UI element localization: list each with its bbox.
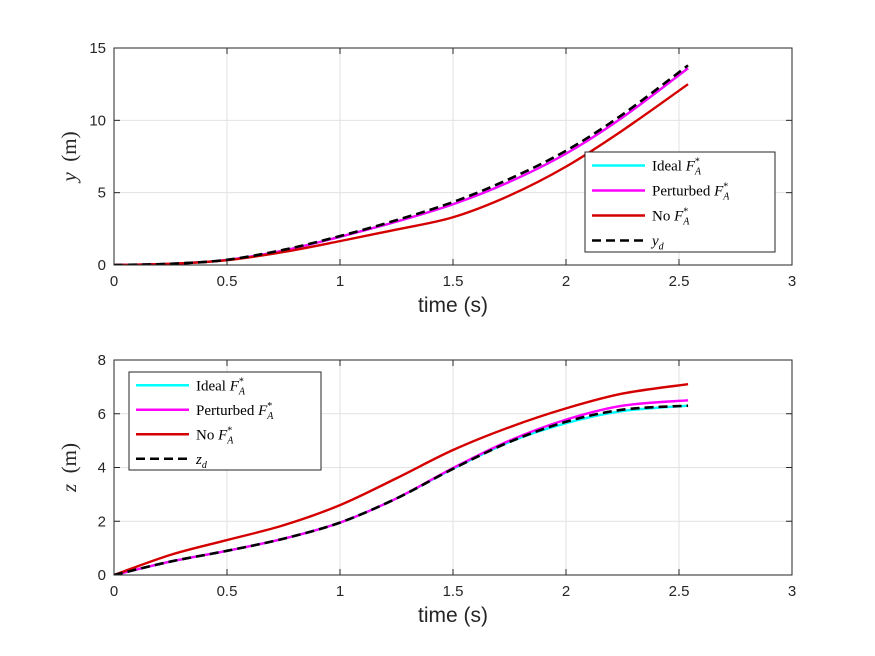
y-tick-label: 2 bbox=[98, 513, 106, 530]
x-tick-label: 1 bbox=[336, 583, 344, 600]
legend-label: No F* A bbox=[652, 207, 690, 228]
y-tick-label: 0 bbox=[98, 567, 106, 584]
x-axis-label: time (s) bbox=[418, 604, 488, 627]
x-tick-label: 2.5 bbox=[669, 273, 690, 290]
x-tick-label: 0 bbox=[110, 583, 118, 600]
series-line-yd bbox=[114, 64, 689, 265]
chart-bottom-z: 0 0.5 1 1.5 2 2.5 3 0 2 4 6 8 time (s) z (m) Ideal F* A… bbox=[57, 352, 796, 627]
y-tick-label: 10 bbox=[89, 112, 106, 129]
y-axis-label: z (m) bbox=[57, 443, 81, 493]
series-line-zd bbox=[114, 404, 689, 575]
legend-box bbox=[584, 151, 776, 253]
y-tick-label: 4 bbox=[98, 460, 106, 477]
chart-top-y: 0 0.5 1 1.5 2 2.5 3 0 5 10 15 time (s) y (m) Ideal F*… bbox=[57, 40, 796, 317]
x-tick-label: 1 bbox=[336, 273, 344, 290]
legend-label: Ideal F* A bbox=[196, 376, 246, 397]
x-tick-label: 3 bbox=[788, 273, 796, 290]
x-tick-label: 0 bbox=[110, 273, 118, 290]
series-line-no-f-a bbox=[114, 383, 689, 575]
legend-label: Ideal F* A bbox=[652, 157, 702, 178]
x-tick-label: 2 bbox=[562, 583, 570, 600]
y-tick-label: 15 bbox=[89, 40, 106, 57]
x-tick-label: 1.5 bbox=[443, 583, 464, 600]
legend: Ideal F* A Perturbed F* A No F* A zd bbox=[128, 371, 322, 471]
y-tick-label: 5 bbox=[98, 185, 106, 202]
legend-label: zd bbox=[195, 452, 208, 471]
legend: Ideal F* A Perturbed F* A No F* A yd bbox=[584, 151, 776, 253]
y-tick-label: 8 bbox=[98, 352, 106, 369]
legend-label: Perturbed F* A bbox=[196, 401, 274, 422]
x-tick-label: 0.5 bbox=[217, 273, 238, 290]
y-axis-label: y (m) bbox=[57, 131, 81, 183]
x-tick-label: 2.5 bbox=[669, 583, 690, 600]
x-tick-label: 2 bbox=[562, 273, 570, 290]
legend-label: No F* A bbox=[196, 425, 234, 446]
legend-label: yd bbox=[650, 234, 665, 253]
x-axis-label: time (s) bbox=[418, 294, 488, 317]
series-group bbox=[114, 383, 689, 575]
x-tick-label: 0.5 bbox=[217, 583, 238, 600]
y-tick-label: 0 bbox=[98, 257, 106, 274]
legend-box bbox=[128, 371, 322, 471]
y-tick-label: 6 bbox=[98, 406, 106, 423]
x-tick-label: 1.5 bbox=[443, 273, 464, 290]
legend-label: Perturbed F* A bbox=[652, 182, 730, 203]
x-tick-label: 3 bbox=[788, 583, 796, 600]
